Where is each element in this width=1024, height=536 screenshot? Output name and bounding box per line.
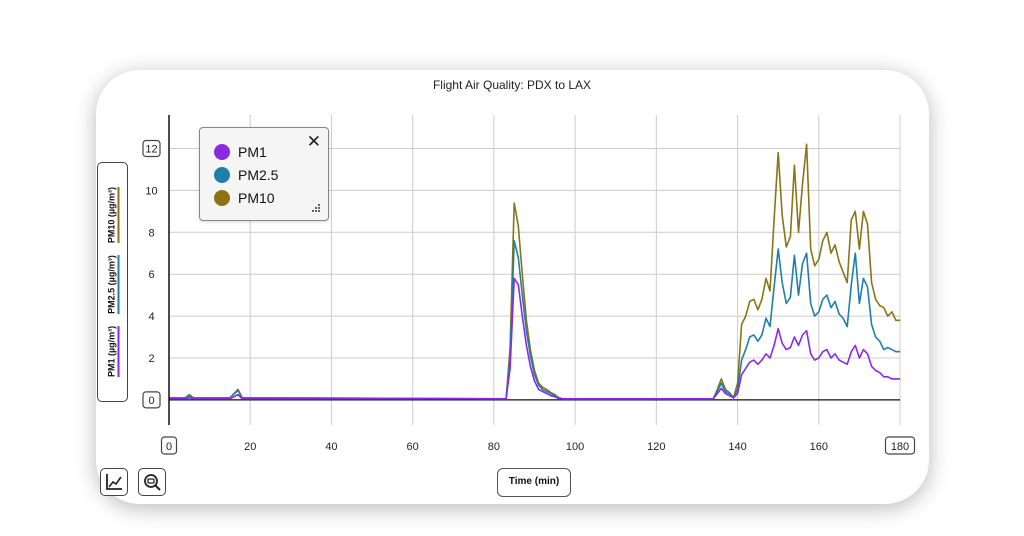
legend-label-pm25: PM2.5 [238, 167, 279, 183]
y-tick-label: 2 [148, 353, 154, 365]
y-tick-label: 0 [148, 395, 154, 407]
y-tick-label: 4 [148, 311, 154, 323]
y-tick-labels: 0 2 4 6 8 10 12 [142, 139, 161, 409]
zoom-out-icon [144, 474, 161, 491]
legend-item-pm1[interactable]: PM1 [214, 142, 267, 162]
x-tick-label: 0 [166, 441, 172, 453]
series-line-pm1 [169, 277, 900, 400]
legend-swatch-pm1 [214, 144, 230, 160]
legend[interactable]: ✕ PM1 PM2.5 PM10 [199, 127, 329, 221]
legend-item-pm10[interactable]: PM10 [214, 188, 275, 208]
legend-item-pm25[interactable]: PM2.5 [214, 165, 278, 185]
zoom-out-button[interactable] [138, 468, 166, 496]
x-tick-label: 140 [728, 441, 746, 453]
x-tick-label: 100 [566, 441, 584, 453]
y-tick-label: 12 [145, 144, 157, 156]
x-tick-label: 160 [810, 441, 828, 453]
y-axis-label-box[interactable]: PM1 (µg/m³) PM2.5 (µg/m³) PM10 (µg/m³) [97, 162, 128, 402]
x-tick-label: 120 [647, 441, 665, 453]
series-line-pm10 [169, 143, 900, 400]
x-tick-label: 20 [244, 441, 256, 453]
x-tick-label: 80 [488, 441, 500, 453]
x-tick-labels: 0 20 40 60 80 100 120 140 160 180 [160, 436, 916, 455]
axis-scale-icon [106, 474, 122, 490]
x-tick-box [884, 436, 916, 455]
x-tick-box [160, 436, 178, 455]
close-icon[interactable]: ✕ [306, 132, 321, 151]
x-tick-label: 60 [407, 441, 419, 453]
y-tick-box [142, 139, 161, 158]
x-tick-label: 180 [891, 441, 909, 453]
legend-label-pm1: PM1 [238, 144, 267, 160]
resize-grip-icon[interactable] [311, 203, 321, 215]
legend-label-pm10: PM10 [238, 190, 275, 206]
x-tick-label: 40 [325, 441, 337, 453]
series-layer [169, 143, 900, 400]
y-axis-label-pm25: PM2.5 (µg/m³) [106, 255, 119, 314]
legend-swatch-pm25 [214, 167, 230, 183]
legend-swatch-pm10 [214, 190, 230, 206]
series-line-pm25 [169, 239, 900, 400]
y-tick-label: 6 [148, 269, 154, 281]
y-tick-box [142, 391, 161, 409]
chart-title: Flight Air Quality: PDX to LAX [432, 78, 592, 92]
y-axis-label-pm1: PM1 (µg/m³) [106, 325, 119, 378]
y-tick-label: 10 [145, 185, 157, 197]
y-tick-label: 8 [148, 227, 154, 239]
x-axis-label[interactable]: Time (min) [497, 468, 571, 497]
axis-scale-button[interactable] [100, 468, 128, 496]
y-axis-label-pm10: PM10 (µg/m³) [106, 186, 119, 244]
